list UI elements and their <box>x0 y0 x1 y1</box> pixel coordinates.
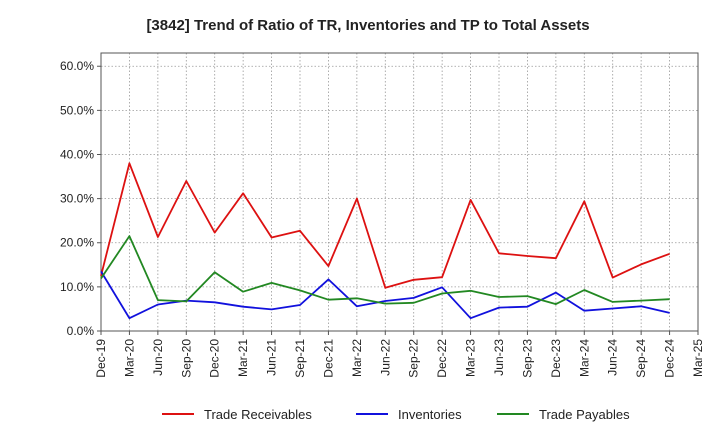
x-tick-label: Mar-23 <box>464 339 478 377</box>
x-tick-label: Mar-24 <box>577 339 591 377</box>
x-tick-label: Jun-20 <box>151 339 165 376</box>
y-tick-label: 40.0% <box>60 147 94 161</box>
grid-lines <box>100 53 699 332</box>
x-tick-label: Sep-22 <box>407 339 421 378</box>
x-tick-label: Jun-24 <box>606 339 620 376</box>
y-tick-label: 10.0% <box>60 280 94 294</box>
series-lines <box>100 162 670 320</box>
x-tick-label: Sep-20 <box>179 339 193 378</box>
y-tick-label: 20.0% <box>60 236 94 250</box>
x-tick-label: Dec-23 <box>549 339 563 378</box>
legend-label: Trade Payables <box>539 407 630 422</box>
plot-area <box>100 52 699 332</box>
x-tick-label: Sep-23 <box>520 339 534 378</box>
x-tick-label: Jun-22 <box>378 339 392 376</box>
x-tick-label: Dec-24 <box>663 339 677 378</box>
x-tick-label: Sep-24 <box>634 339 648 378</box>
y-tick-label: 60.0% <box>60 59 94 73</box>
y-tick-label: 30.0% <box>60 192 94 206</box>
x-axis: Dec-19 Mar-20 Jun-20 Sep-20 Dec-20 Mar-21 Jun-… <box>94 331 705 378</box>
x-tick-label: Jun-21 <box>265 339 279 376</box>
x-tick-label: Dec-21 <box>321 339 335 378</box>
x-tick-label: Mar-21 <box>236 339 250 377</box>
legend: Trade Receivables Inventories Trade Payabl… <box>162 407 630 422</box>
x-tick-label: Mar-25 <box>691 339 705 377</box>
x-tick-label: Dec-19 <box>94 339 108 378</box>
y-axis: 0.0% 10.0% 20.0% 30.0% 40.0% 50.0% 60.0% <box>60 59 101 338</box>
legend-label: Trade Receivables <box>204 407 312 422</box>
y-tick-label: 50.0% <box>60 103 94 117</box>
y-tick-label: 0.0% <box>67 324 95 338</box>
legend-label: Inventories <box>398 407 462 422</box>
x-tick-label: Jun-23 <box>492 339 506 376</box>
x-tick-label: Dec-20 <box>208 339 222 378</box>
series-line-trade-payables <box>100 235 670 306</box>
x-tick-label: Sep-21 <box>293 339 307 378</box>
series-line-inventories <box>100 270 670 320</box>
series-line-trade-receivables <box>100 162 670 289</box>
chart-title: [3842] Trend of Ratio of TR, Inventories… <box>146 17 589 34</box>
x-tick-label: Mar-22 <box>350 339 364 377</box>
x-tick-label: Mar-20 <box>122 339 136 377</box>
x-tick-label: Dec-22 <box>435 339 449 378</box>
